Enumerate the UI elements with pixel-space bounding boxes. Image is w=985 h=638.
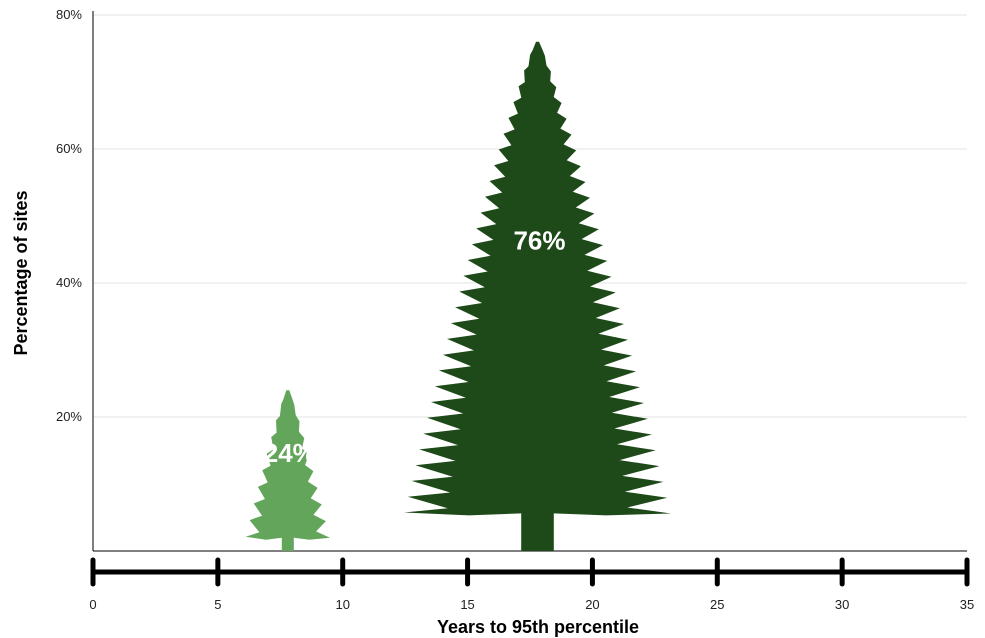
x-tick-label: 30 [835,597,849,612]
tree-shape [245,390,330,551]
x-tick-label: 10 [335,597,349,612]
y-tick-label: 40% [56,275,82,290]
x-tick-label: 0 [89,597,96,612]
y-tick-labels: 20% 40% 60% 80% [56,7,82,424]
tree-shape [404,41,671,552]
tree-mark: 76% [404,41,671,552]
x-tick-label: 35 [960,597,974,612]
tree-mark: 24% [245,390,330,551]
x-tick-label: 25 [710,597,724,612]
data-label: 76% [513,225,565,255]
x-timeline-axis [90,557,970,587]
y-tick-label: 20% [56,409,82,424]
x-tick-label: 5 [214,597,221,612]
x-axis-title: Years to 95th percentile [437,617,639,637]
y-axis-title: Percentage of sites [11,190,31,355]
data-label: 24% [264,438,316,468]
x-tick-label: 20 [585,597,599,612]
x-tick-label: 15 [460,597,474,612]
y-tick-label: 80% [56,7,82,22]
x-tick-labels: 0 5 10 15 20 25 30 35 [89,597,974,612]
y-tick-label: 60% [56,141,82,156]
data-marks: 24% 76% [245,41,671,552]
